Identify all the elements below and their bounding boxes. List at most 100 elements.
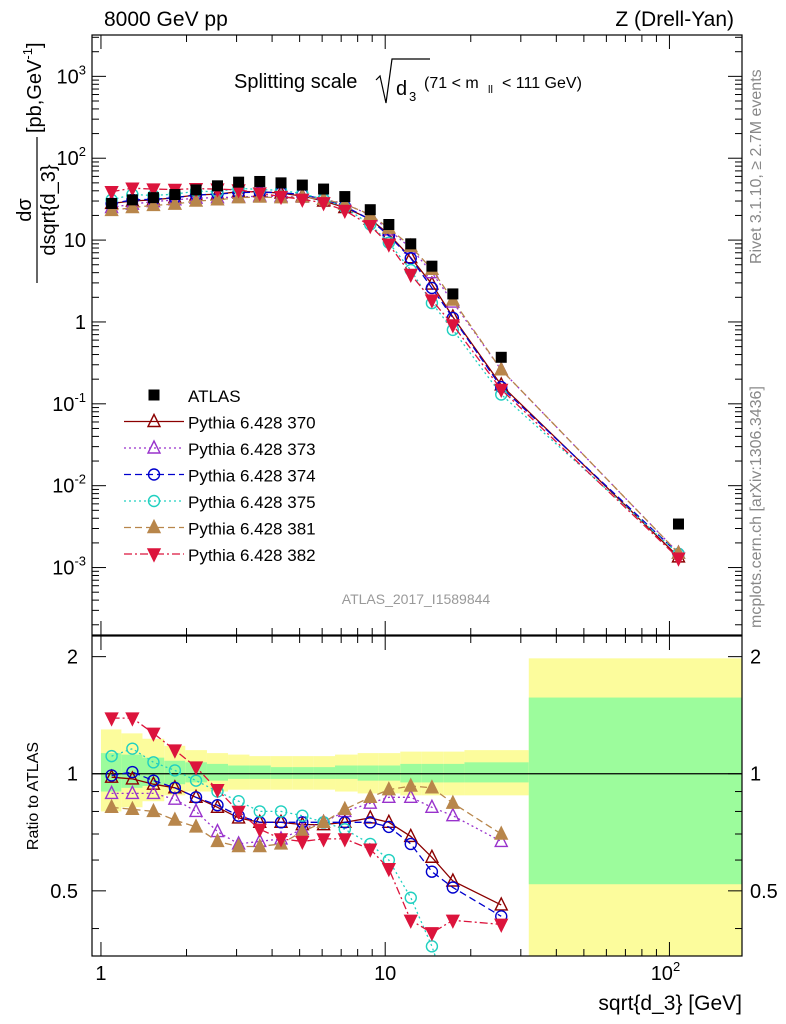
ratio-point-s381 [210, 832, 225, 848]
svg-text:ll: ll [488, 84, 493, 96]
ratio-point-s381 [188, 818, 204, 833]
ratio-point-s382 [316, 833, 331, 848]
ratio-point-s374 [105, 769, 118, 782]
ratio-point-s375 [147, 756, 160, 769]
ratio-point-s382 [295, 835, 310, 850]
svg-text:(71 < m: (71 < m [424, 75, 479, 92]
ratio-y-tick-label: 2 [67, 647, 78, 669]
atlas-data-point [190, 184, 202, 196]
svg-text:3: 3 [409, 89, 416, 104]
ratio-y-tick-label-right: 1 [750, 764, 761, 786]
main-point-s382 [125, 182, 140, 197]
ratio-point-s374 [168, 781, 182, 795]
legend-label-s381: Pythia 6.428 381 [188, 520, 316, 539]
atlas-data-point [383, 219, 395, 231]
ratio-point-s374 [338, 816, 352, 829]
ratio-point-s370 [231, 809, 246, 824]
atlas-data-point [106, 197, 118, 209]
ratio-band-inner [378, 765, 401, 781]
atlas-data-point [405, 238, 417, 250]
ratio-point-s373 [424, 798, 440, 813]
title-cut-end: < 111 GeV) [502, 75, 582, 92]
main-point-s382 [273, 190, 289, 206]
title-main: Splitting scale [234, 71, 357, 93]
main-point-s382 [403, 268, 418, 284]
ratio-point-s370 [445, 872, 460, 887]
legend-marker-s373 [146, 439, 162, 454]
ratio-series-group [104, 712, 509, 956]
main-y-tick-label: 10-3 [52, 554, 86, 580]
ratio-point-s373 [381, 788, 396, 803]
ratio-point-s375 [105, 749, 118, 763]
atlas-data-point [233, 176, 245, 188]
ratio-point-s373 [403, 788, 418, 803]
ratio-band-inner [164, 760, 186, 785]
chart-title: Splitting scale d 3 (71 < m ll < 111 GeV… [234, 58, 582, 104]
ratio-point-s381 [381, 781, 396, 796]
main-point-s374 [404, 252, 417, 265]
main-y-tick-label: 103 [57, 62, 86, 88]
legend-label-s373: Pythia 6.428 373 [188, 440, 316, 459]
ratio-point-s375 [274, 805, 288, 818]
main-point-s382 [424, 294, 440, 309]
atlas-data-point [426, 260, 438, 272]
x-axis-label: sqrt{d_3} [GeV] [598, 992, 742, 1015]
ratio-y-tick-label-right: 2 [750, 647, 761, 669]
ratio-band-inner [335, 765, 358, 779]
svg-text:< 111 GeV): < 111 GeV) [502, 75, 582, 92]
atlas-data-point [211, 180, 223, 192]
ratio-point-s373 [494, 832, 509, 848]
ratio-y-axis-label: Ratio to ATLAS [25, 742, 42, 850]
ratio-point-s373 [125, 784, 140, 800]
ratio-y-tick-label-right: 0.5 [750, 881, 778, 903]
main-point-s381 [494, 361, 509, 376]
svg-text:d: d [396, 78, 407, 100]
atlas-data-point [495, 351, 507, 363]
ratio-point-s375 [404, 891, 417, 904]
legend-marker-s375 [147, 494, 161, 508]
svg-text:[pb,GeV-1]: [pb,GeV-1] [20, 42, 46, 133]
ratio-point-s375 [168, 764, 182, 777]
main-point-s382 [146, 183, 161, 198]
atlas-data-point [296, 179, 308, 191]
ratio-point-s381 [231, 837, 246, 853]
ratio-band-inner [270, 767, 293, 779]
ratio-point-s382 [424, 927, 440, 942]
main-point-s382 [337, 204, 352, 220]
ratio-point-s382 [337, 833, 352, 848]
atlas-data-point [364, 204, 376, 216]
legend-label-s382: Pythia 6.428 382 [188, 546, 316, 565]
ratio-point-s382 [445, 914, 460, 929]
ylabel-numerator: dσ [14, 198, 36, 222]
main-y-axis-label: dσ dsqrt{d_3} [pb,GeV-1] [14, 42, 60, 283]
legend-atlas-label: ATLAS [188, 387, 241, 406]
ratio-point-s381 [337, 800, 352, 816]
main-point-s382 [295, 193, 310, 208]
ratio-point-s381 [125, 800, 140, 816]
ratio-band-inner [249, 765, 271, 779]
atlas-data-point [318, 183, 330, 195]
ratio-line-s375 [111, 747, 436, 956]
main-point-s381 [104, 201, 119, 217]
legend-atlas-marker [148, 389, 160, 401]
ratio-y-tick-label: 1 [67, 764, 78, 786]
atlas-data-point [672, 518, 684, 530]
ratio-point-s370 [494, 896, 509, 911]
main-point-s381 [188, 192, 204, 207]
watermark-label: ATLAS_2017_I1589844 [342, 591, 491, 607]
ratio-point-s374 [126, 765, 139, 779]
ratio-point-s373 [445, 807, 460, 822]
main-y-tick-label: 102 [57, 144, 86, 170]
ratio-point-s370 [125, 770, 140, 785]
atlas-data-point [275, 177, 287, 189]
atlas-data-group [106, 175, 684, 530]
ratio-point-s381 [363, 788, 378, 803]
ratio-point-s381 [167, 811, 183, 826]
ratio-point-s373 [104, 784, 119, 800]
ratio-band-inner [313, 767, 336, 779]
title-cut-sub: ll [488, 84, 493, 96]
main-point-s381 [210, 191, 225, 206]
x-tick-label: 102 [651, 959, 680, 985]
ratio-point-s382 [210, 783, 225, 799]
